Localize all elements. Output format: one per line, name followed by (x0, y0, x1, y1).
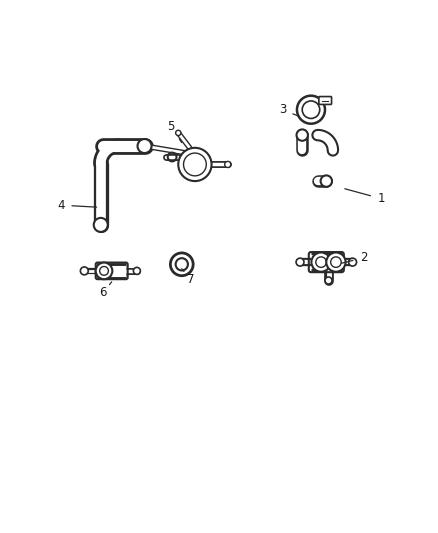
Text: 2: 2 (341, 251, 367, 264)
Circle shape (138, 139, 152, 153)
Circle shape (176, 130, 181, 135)
Text: 4: 4 (57, 199, 96, 212)
Circle shape (349, 258, 357, 266)
Text: 6: 6 (99, 282, 112, 300)
FancyBboxPatch shape (319, 96, 332, 104)
Text: 7: 7 (182, 269, 194, 286)
Text: 1: 1 (345, 189, 385, 205)
Circle shape (170, 253, 193, 276)
Circle shape (297, 130, 308, 141)
Circle shape (326, 253, 346, 272)
Circle shape (178, 148, 212, 181)
Circle shape (94, 218, 108, 232)
Circle shape (176, 258, 188, 270)
Circle shape (296, 258, 304, 266)
Circle shape (325, 277, 332, 284)
Circle shape (81, 267, 88, 275)
Circle shape (225, 161, 231, 167)
Circle shape (133, 268, 140, 274)
Circle shape (321, 175, 332, 187)
Text: 5: 5 (167, 120, 182, 143)
Circle shape (311, 253, 331, 272)
Circle shape (95, 263, 112, 279)
Text: 3: 3 (279, 103, 298, 116)
